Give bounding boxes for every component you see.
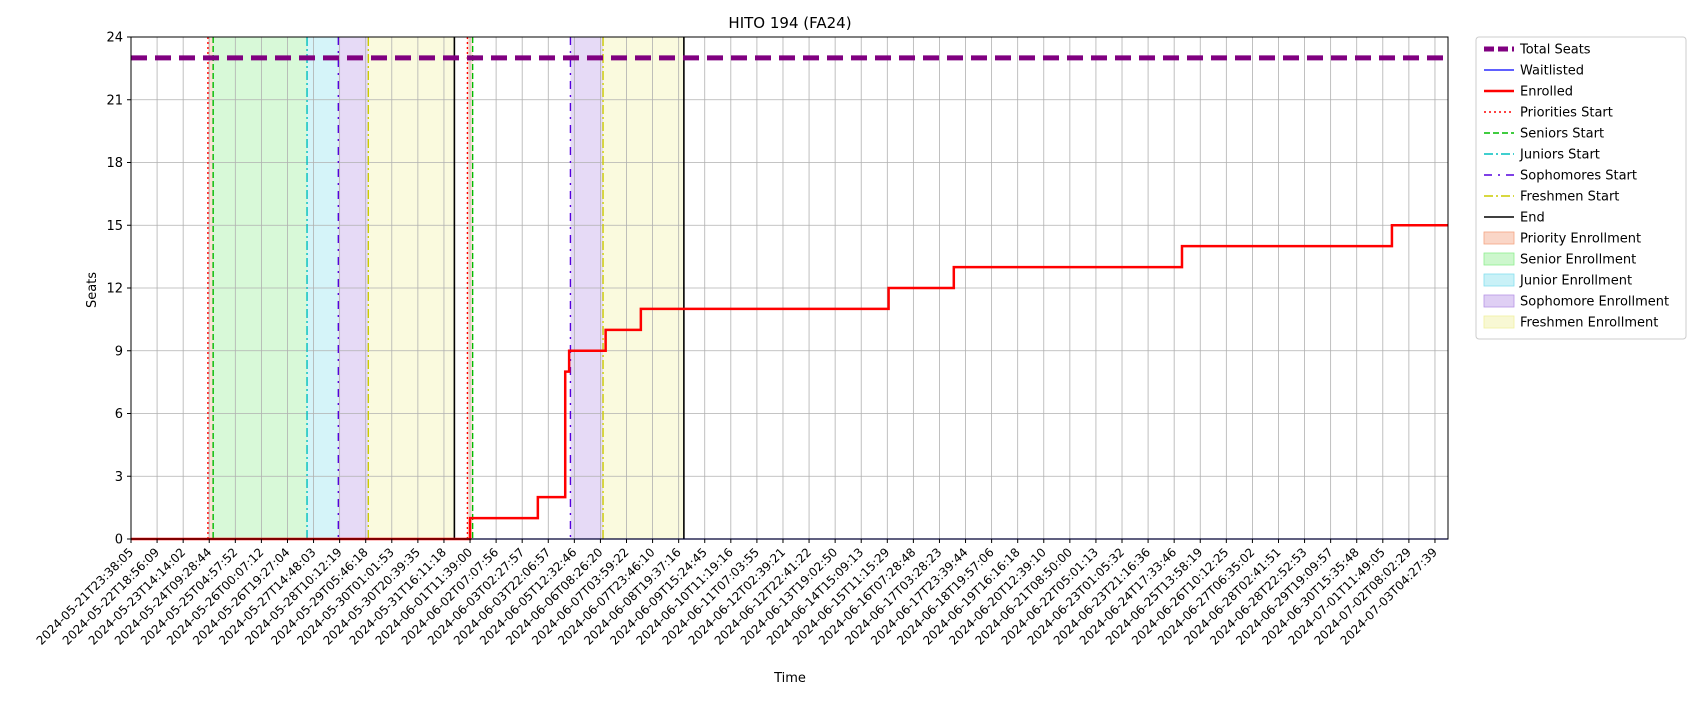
legend-swatch-junior-enrollment	[1483, 273, 1515, 287]
y-tick-label-2: 6	[115, 407, 123, 422]
legend-entry-freshmen-start: Freshmen Start	[1484, 190, 1619, 205]
legend-entry-waitlisted: Waitlisted	[1484, 64, 1584, 79]
legend-label-sophomore-enrollment: Sophomore Enrollment	[1520, 295, 1669, 310]
y-tick-label-0: 0	[115, 533, 123, 548]
legend-entry-juniors-start: Juniors Start	[1484, 148, 1600, 163]
legend-box	[1475, 36, 1687, 340]
legend-label-junior-enrollment: Junior Enrollment	[1519, 274, 1632, 289]
y-tick-label-1: 3	[115, 470, 123, 485]
legend-label-total-seats: Total Seats	[1519, 43, 1591, 58]
legend-swatch-freshmen-enrollment	[1483, 315, 1515, 329]
legend-entry-end: End	[1484, 211, 1545, 226]
legend-label-juniors-start: Juniors Start	[1519, 148, 1600, 163]
legend-label-freshmen-start: Freshmen Start	[1520, 190, 1619, 205]
phase-markers	[207, 37, 685, 539]
legend-swatch-sophomore-enrollment	[1483, 294, 1515, 308]
legend-entry-freshmen-enrollment: Freshmen Enrollment	[1483, 315, 1658, 331]
y-tick-label-3: 9	[115, 344, 123, 359]
legend-label-enrolled: Enrolled	[1520, 85, 1573, 100]
x-axis-label: Time	[773, 671, 806, 686]
legend-label-end: End	[1520, 211, 1545, 226]
legend-label-waitlisted: Waitlisted	[1520, 64, 1584, 79]
y-tick-label-4: 12	[106, 282, 123, 297]
legend-label-sophomores-start: Sophomores Start	[1520, 169, 1637, 184]
series-enrolled	[131, 224, 1448, 541]
legend-entry-priority-enrollment: Priority Enrollment	[1483, 231, 1641, 247]
legend-entry-total-seats: Total Seats	[1484, 43, 1591, 58]
legend-entry-junior-enrollment: Junior Enrollment	[1483, 273, 1632, 289]
legend-label-priority-enrollment: Priority Enrollment	[1520, 232, 1641, 247]
legend-entry-senior-enrollment: Senior Enrollment	[1483, 252, 1636, 268]
y-tick-label-7: 21	[106, 93, 123, 108]
legend-label-priorities-start: Priorities Start	[1520, 106, 1613, 121]
legend-label-senior-enrollment: Senior Enrollment	[1520, 253, 1636, 268]
legend-entry-enrolled: Enrolled	[1484, 85, 1573, 100]
legend: Total Seats Waitlisted Enrolled Priorities …	[1475, 36, 1687, 340]
legend-entry-seniors-start: Seniors Start	[1484, 127, 1604, 142]
y-tick-label-5: 15	[106, 219, 123, 234]
legend-entry-sophomore-enrollment: Sophomore Enrollment	[1483, 294, 1669, 310]
y-tick-label-6: 18	[106, 156, 123, 171]
legend-entry-sophomores-start: Sophomores Start	[1484, 169, 1637, 184]
legend-swatch-priority-enrollment	[1483, 231, 1515, 245]
y-tick-label-8: 24	[106, 31, 123, 46]
chart-title: HITO 194 (FA24)	[728, 14, 851, 32]
legend-label-freshmen-enrollment: Freshmen Enrollment	[1520, 316, 1658, 331]
legend-label-seniors-start: Seniors Start	[1520, 127, 1604, 142]
legend-entry-priorities-start: Priorities Start	[1484, 106, 1613, 121]
y-axis-label: Seats	[85, 272, 100, 308]
legend-swatch-senior-enrollment	[1483, 252, 1515, 266]
